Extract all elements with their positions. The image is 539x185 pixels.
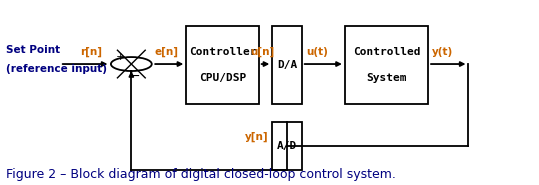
Text: (reference input): (reference input) xyxy=(6,64,107,74)
Text: Controlled: Controlled xyxy=(353,47,420,57)
Text: A/D: A/D xyxy=(277,141,297,151)
Text: −: − xyxy=(130,70,140,83)
Text: y(t): y(t) xyxy=(432,47,454,57)
Text: +: + xyxy=(116,52,125,62)
Text: CPU/DSP: CPU/DSP xyxy=(199,73,246,83)
Bar xyxy=(345,26,428,104)
Text: Set Point: Set Point xyxy=(6,45,60,55)
Text: D/A: D/A xyxy=(277,60,297,70)
Bar xyxy=(186,26,259,104)
Text: r[n]: r[n] xyxy=(80,47,102,57)
Text: e[n]: e[n] xyxy=(155,47,178,57)
Bar xyxy=(272,26,302,104)
Text: u(t): u(t) xyxy=(306,47,328,57)
Text: u[n]: u[n] xyxy=(251,47,275,57)
Text: System: System xyxy=(366,73,407,83)
Text: Figure 2 – Block diagram of digital closed-loop control system.: Figure 2 – Block diagram of digital clos… xyxy=(6,168,396,181)
Text: y[n]: y[n] xyxy=(245,131,268,142)
Bar xyxy=(272,122,302,170)
Text: Controller: Controller xyxy=(189,47,256,57)
